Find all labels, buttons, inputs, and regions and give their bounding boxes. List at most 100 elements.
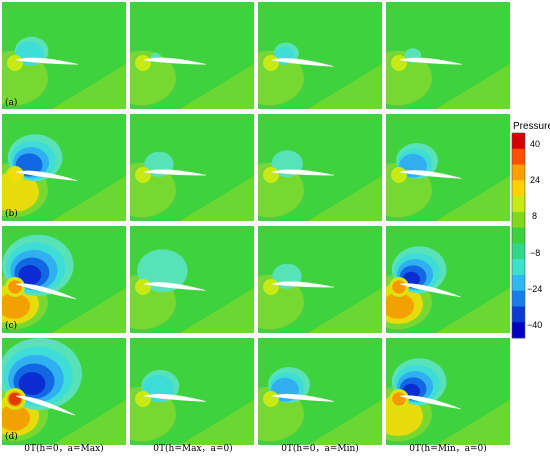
stagnation-contour — [7, 167, 23, 183]
column-label-4: 0T(h=Min，a=0) — [409, 443, 487, 454]
high-pressure-region — [180, 288, 254, 333]
contour-panel — [2, 114, 126, 221]
stagnation-contour — [263, 167, 279, 183]
high-pressure-region — [436, 288, 510, 333]
airfoil — [271, 281, 334, 288]
legend-swatch — [512, 259, 525, 276]
legend-title: Pressure — [513, 121, 550, 132]
legend-swatch — [512, 322, 525, 339]
legend-swatch — [512, 227, 525, 244]
suction-contour — [18, 265, 42, 285]
column-labels: 0T(h=0，a=Max) 0T(h=Max，a=0) 0T(h=0，a=Min… — [24, 443, 487, 454]
legend-swatch — [512, 211, 525, 229]
high-pressure-contour — [2, 405, 30, 431]
high-pressure-contour — [2, 293, 30, 319]
legend-swatch — [512, 133, 525, 150]
airfoil — [271, 393, 334, 402]
contour-panel — [258, 226, 382, 333]
legend-tick-label: −24 — [527, 284, 542, 294]
legend-tick-label: −8 — [530, 248, 540, 258]
stagnation-contour — [135, 55, 151, 71]
legend-tick-label: 8 — [532, 211, 537, 221]
high-pressure-region — [436, 64, 510, 109]
legend-swatch — [512, 164, 525, 181]
legend-swatch — [512, 180, 525, 197]
airfoil — [271, 58, 334, 67]
contour-panel — [386, 338, 510, 445]
row-label-b: (b) — [5, 208, 18, 219]
legend-frame — [511, 132, 526, 339]
high-pressure-region — [52, 288, 126, 333]
row-label-d: (d) — [5, 431, 18, 442]
contour-panel — [386, 2, 510, 109]
high-pressure-region — [308, 288, 382, 333]
stagnation-contour — [135, 167, 151, 183]
airfoil — [399, 170, 462, 179]
legend-color-bar — [511, 132, 526, 339]
stagnation-contour — [8, 392, 22, 406]
contour-panel — [130, 226, 254, 333]
legend-swatch — [512, 196, 525, 213]
stagnation-contour — [135, 279, 151, 295]
airfoil — [143, 282, 206, 291]
high-pressure-region — [52, 64, 126, 109]
pressure-legend: Pressure 40 24 8 −8 −24 −40 — [511, 121, 550, 339]
contour-panel — [130, 2, 254, 109]
stagnation-contour — [263, 279, 279, 295]
row-label-a: (a) — [5, 97, 17, 108]
contour-panel — [2, 2, 126, 109]
contour-panel — [130, 114, 254, 221]
contour-panel — [258, 114, 382, 221]
airfoil — [143, 57, 206, 65]
stagnation-contour — [392, 280, 406, 294]
stagnation-contour — [8, 280, 22, 294]
high-pressure-region — [308, 176, 382, 221]
stagnation-contour — [392, 392, 406, 406]
contour-panel — [386, 114, 510, 221]
contour-panel — [2, 338, 126, 445]
legend-tick-label: 40 — [530, 139, 540, 149]
airfoil — [399, 283, 461, 298]
airfoil — [399, 395, 461, 410]
contour-panel — [2, 226, 126, 333]
suction-contour — [18, 372, 46, 396]
contour-panel — [258, 2, 382, 109]
row-labels: (a) (b) (c) (d) — [5, 97, 18, 442]
stagnation-contour — [263, 55, 279, 71]
high-pressure-region — [52, 400, 126, 445]
legend-swatch — [512, 306, 525, 323]
airfoil — [15, 170, 78, 181]
suction-contour — [137, 249, 188, 293]
column-label-1: 0T(h=0，a=Max) — [24, 443, 103, 454]
stagnation-contour — [135, 391, 151, 407]
contour-panel — [130, 338, 254, 445]
airfoil — [15, 283, 77, 300]
legend-swatch — [512, 243, 525, 260]
high-pressure-region — [180, 176, 254, 221]
airfoil — [399, 57, 462, 65]
column-label-3: 0T(h=0，a=Min) — [281, 443, 359, 454]
high-pressure-region — [180, 64, 254, 109]
column-label-2: 0T(h=Max，a=0) — [153, 443, 232, 454]
airfoil — [143, 393, 206, 402]
contour-panel — [258, 338, 382, 445]
contour-panel-grid — [2, 2, 510, 445]
airfoil — [271, 169, 334, 176]
high-pressure-region — [52, 176, 126, 221]
row-label-c: (c) — [5, 320, 17, 331]
high-pressure-region — [308, 400, 382, 445]
airfoil — [143, 169, 206, 176]
high-pressure-region — [436, 176, 510, 221]
stagnation-contour — [391, 167, 407, 183]
legend-swatch — [512, 148, 525, 165]
legend-tick-label: 24 — [530, 175, 540, 185]
high-pressure-region — [180, 400, 254, 445]
high-pressure-region — [436, 400, 510, 445]
high-pressure-region — [308, 64, 382, 109]
high-pressure-contour — [386, 293, 414, 319]
stagnation-contour — [391, 55, 407, 71]
airfoil — [15, 395, 76, 416]
stagnation-contour — [263, 391, 279, 407]
airfoil — [15, 57, 78, 65]
